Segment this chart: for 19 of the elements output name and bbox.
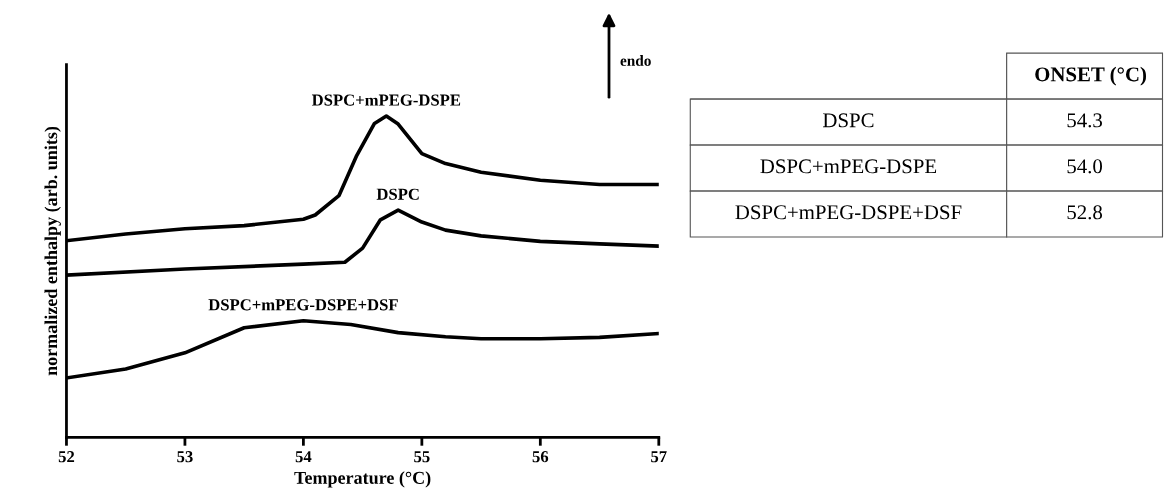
text: endo <box>620 55 651 66</box>
x-tick-label: 53 <box>177 451 193 463</box>
text: 54.0 <box>1067 159 1103 174</box>
x-tick-label: 57 <box>651 451 667 463</box>
text: 54.3 <box>1067 113 1102 128</box>
series-label: DSPC+mPEG-DSPE <box>311 94 461 106</box>
text: 52.8 <box>1067 205 1103 220</box>
x-axis-title: Temperature (°C) <box>294 471 431 488</box>
x-tick-label: 56 <box>532 451 549 463</box>
series-label: DSPC+mPEG-DSPE+DSF <box>208 299 398 311</box>
x-tick-label: 52 <box>58 451 75 463</box>
y-axis-title: normalized enthalpy (arb. units) <box>44 126 61 376</box>
x-tick-label: 55 <box>414 451 430 463</box>
category-label: DSPC <box>823 113 874 128</box>
series-label: DSPC <box>376 188 419 200</box>
text: ONSET (°C) <box>1035 66 1146 86</box>
category-label: DSPC+mPEG-DSPE <box>760 159 937 174</box>
category-label: DSPC+mPEG-DSPE+DSF <box>735 205 962 220</box>
x-tick-label: 54 <box>295 451 312 463</box>
